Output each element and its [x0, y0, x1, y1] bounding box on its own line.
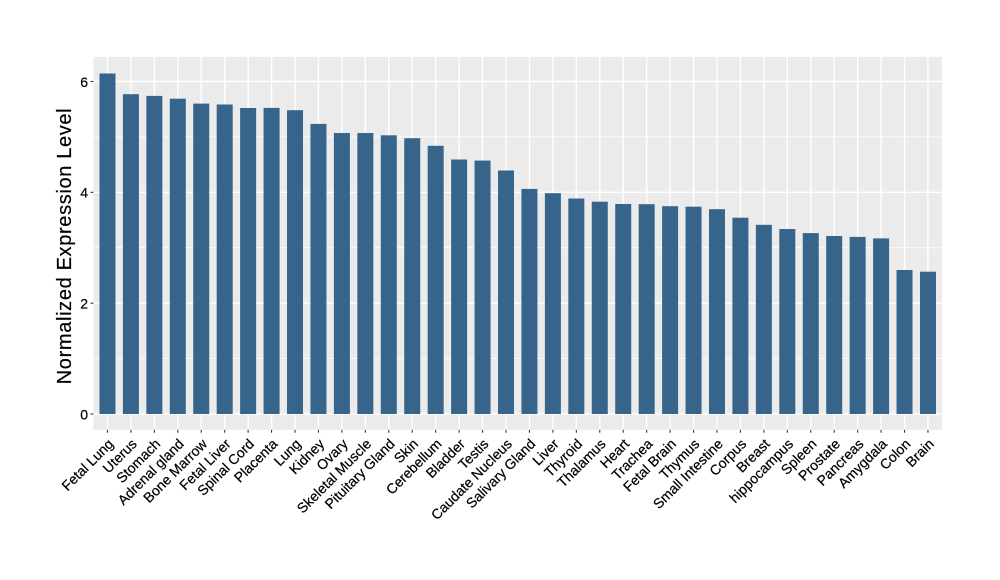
svg-text:2: 2	[80, 295, 88, 311]
svg-text:4: 4	[80, 185, 88, 201]
svg-text:6: 6	[80, 74, 88, 90]
svg-text:0: 0	[80, 406, 88, 422]
svg-text:Normalized Expression Level: Normalized Expression Level	[54, 108, 76, 385]
